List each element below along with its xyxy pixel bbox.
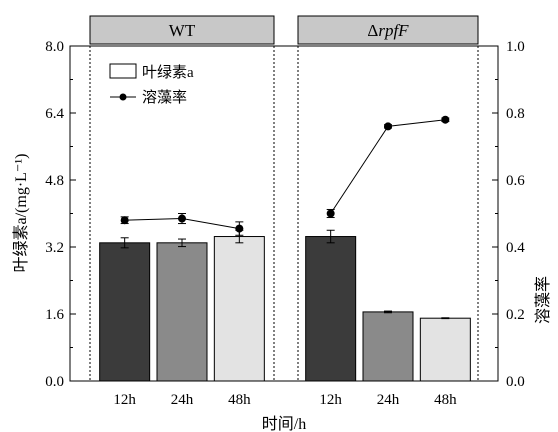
x-axis-label: 时间/h — [262, 415, 306, 432]
x-tick-label: 24h — [171, 392, 194, 408]
lysis-rate-point — [178, 214, 186, 223]
bar — [213, 236, 265, 382]
lysis-rate-point — [235, 224, 244, 233]
lysis-rate-point — [441, 115, 450, 124]
x-tick-label: 24h — [377, 392, 400, 408]
legend-label-lysis: 溶藻率 — [142, 89, 187, 106]
x-tick-label: 12h — [113, 392, 136, 408]
y-tick-label-left: 6.4 — [45, 106, 64, 122]
panel-title-rpff-prefix: Δ — [367, 21, 378, 40]
y-tick-label-right: 0.4 — [506, 240, 525, 256]
legend-bar-swatch — [109, 63, 137, 79]
y-tick-label-left: 1.6 — [45, 307, 64, 323]
panel-title-rpff-italic: rpfF — [378, 21, 409, 40]
bar — [362, 311, 414, 382]
y-tick-label-left: 4.8 — [45, 173, 64, 189]
axis-ticks: 0.0 1.6 3.2 4.8 6.4 8.0 0.0 0.2 0.4 0.6 0.8 1.0 12h 2… — [45, 39, 525, 408]
y-tick-label-left: 0.0 — [45, 374, 64, 390]
y-tick-label-right: 0.8 — [506, 106, 525, 122]
x-tick-label: 48h — [228, 392, 251, 408]
bar-layer — [99, 229, 471, 382]
y-axis-label-right: 溶藻率 — [534, 276, 552, 324]
lysis-rate-line — [330, 119, 446, 214]
bar — [156, 242, 208, 382]
panel-title-box-wt — [89, 15, 275, 45]
bar — [99, 242, 151, 382]
bar — [305, 236, 357, 382]
lysis-line-layer — [120, 115, 450, 236]
legend-dot-swatch — [119, 93, 127, 101]
bar — [419, 317, 471, 382]
y-tick-label-right: 0.0 — [506, 374, 525, 390]
x-tick-label: 12h — [319, 392, 342, 408]
y-tick-label-left: 3.2 — [45, 240, 64, 256]
panel-title-box-rpff — [297, 15, 479, 45]
legend-label-chlorophyll: 叶绿素a — [142, 64, 194, 81]
y-tick-label-right: 0.6 — [506, 173, 525, 189]
y-tick-label-left: 8.0 — [45, 39, 64, 55]
y-axis-label-left: 叶绿素a/(mg·L⁻¹) — [12, 154, 30, 273]
lysis-rate-point — [384, 122, 392, 131]
lysis-rate-point — [120, 216, 129, 225]
x-tick-label: 48h — [434, 392, 457, 408]
lysis-rate-point — [326, 209, 335, 218]
panel-title-wt: WT — [169, 21, 196, 40]
y-tick-label-right: 1.0 — [506, 39, 525, 55]
y-tick-label-right: 0.2 — [506, 307, 525, 323]
panel-title-rpff: ΔrpfF — [367, 21, 409, 40]
